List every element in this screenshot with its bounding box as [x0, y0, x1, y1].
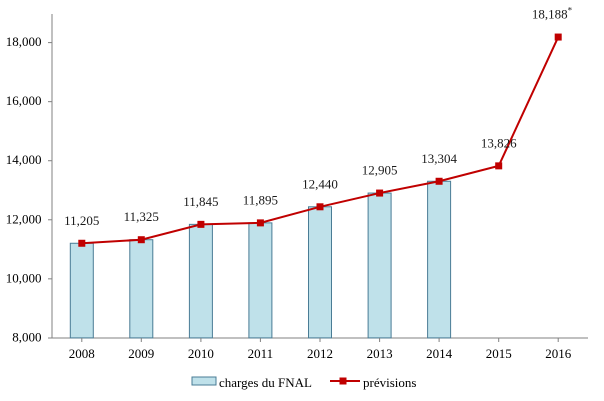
svg-text:8,000: 8,000 [12, 330, 41, 345]
svg-text:11,895: 11,895 [243, 192, 278, 207]
svg-text:2016: 2016 [545, 346, 572, 361]
svg-text:10,000: 10,000 [6, 270, 42, 285]
svg-text:18,000: 18,000 [6, 34, 42, 49]
svg-text:11,205: 11,205 [64, 213, 99, 228]
svg-text:13,304: 13,304 [421, 151, 457, 166]
svg-text:prévisions: prévisions [363, 375, 416, 390]
svg-text:2015: 2015 [486, 346, 512, 361]
svg-text:11,325: 11,325 [124, 209, 159, 224]
svg-text:18,188*: 18,188* [532, 6, 573, 22]
svg-text:11,845: 11,845 [183, 194, 218, 209]
svg-text:2011: 2011 [248, 346, 274, 361]
svg-text:2012: 2012 [307, 346, 333, 361]
svg-text:12,440: 12,440 [302, 176, 338, 191]
svg-text:2010: 2010 [188, 346, 214, 361]
svg-text:2009: 2009 [128, 346, 154, 361]
svg-text:2013: 2013 [367, 346, 393, 361]
svg-text:13,826: 13,826 [481, 135, 517, 150]
svg-text:charges du FNAL: charges du FNAL [219, 375, 312, 390]
svg-text:14,000: 14,000 [6, 152, 42, 167]
svg-text:12,000: 12,000 [6, 211, 42, 226]
svg-text:2008: 2008 [69, 346, 95, 361]
svg-text:2014: 2014 [426, 346, 453, 361]
svg-text:16,000: 16,000 [6, 93, 42, 108]
svg-text:12,905: 12,905 [362, 163, 398, 178]
